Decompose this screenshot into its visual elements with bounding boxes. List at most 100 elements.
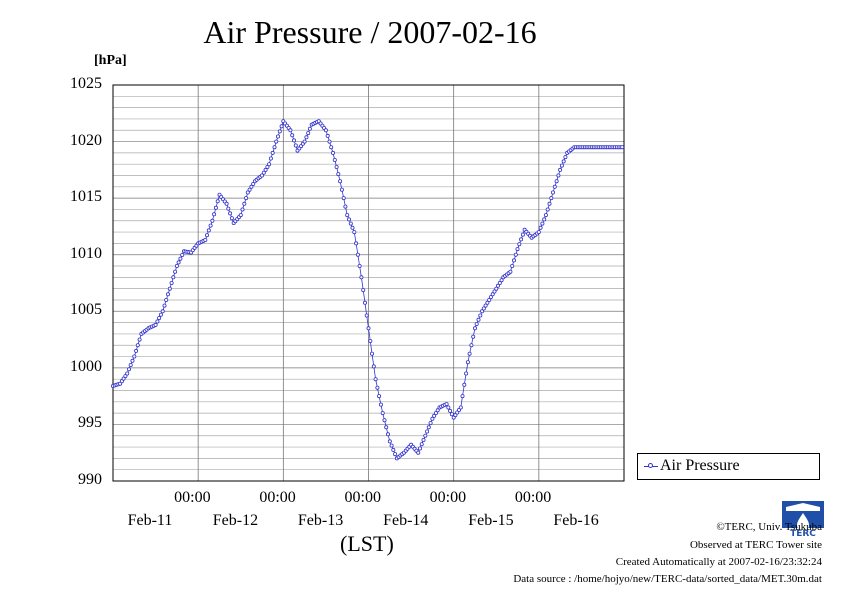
data-point <box>469 343 474 348</box>
grid-lines <box>113 85 624 481</box>
data-point <box>540 221 545 226</box>
data-point <box>428 420 433 425</box>
data-point <box>213 205 218 210</box>
terc-logo-icon: TERC <box>782 501 824 537</box>
data-point <box>127 367 132 372</box>
data-point <box>304 135 309 140</box>
data-point <box>171 275 176 280</box>
data-point <box>472 326 477 331</box>
data-point <box>449 412 454 417</box>
data-point <box>382 418 387 423</box>
data-point <box>543 213 548 218</box>
footer-source: Data source : /home/hojyo/new/TERC-data/… <box>513 573 822 585</box>
data-point <box>249 184 254 189</box>
y-tick-label: 995 <box>78 414 102 432</box>
data-point <box>277 129 282 134</box>
data-point <box>368 338 373 343</box>
data-point <box>460 394 465 399</box>
data-point <box>556 173 561 178</box>
data-point <box>371 364 376 369</box>
data-point <box>490 292 495 297</box>
data-point <box>203 237 208 242</box>
data-point <box>380 411 385 416</box>
logo-text: TERC <box>790 529 816 537</box>
data-point <box>497 280 502 285</box>
data-point <box>226 206 231 211</box>
data-point <box>167 286 172 291</box>
data-point <box>327 139 332 144</box>
data-point <box>336 172 341 177</box>
data-point <box>123 374 128 379</box>
data-point <box>247 187 252 192</box>
data-point <box>162 303 167 308</box>
data-point <box>204 233 209 238</box>
data-point <box>176 260 181 265</box>
legend: Air Pressure <box>637 453 820 480</box>
y-tick-label: 1005 <box>70 301 102 319</box>
data-point <box>350 225 355 230</box>
data-point <box>329 145 334 150</box>
data-point <box>375 385 380 390</box>
footer-copyright: ©TERC, Univ. Tsukuba <box>716 521 822 533</box>
data-point <box>488 295 493 300</box>
data-point <box>378 402 383 407</box>
legend-label: Air Pressure <box>660 457 740 474</box>
data-point <box>279 124 284 129</box>
data-point <box>251 181 256 186</box>
data-point <box>134 348 139 353</box>
data-point <box>492 289 497 294</box>
data-point <box>487 297 492 302</box>
data-point <box>389 443 394 448</box>
data-point <box>259 173 264 178</box>
data-point <box>330 150 335 155</box>
series-air-pressure <box>111 119 625 461</box>
data-point <box>563 155 568 160</box>
data-point <box>499 278 504 283</box>
data-point <box>274 139 279 144</box>
y-tick-label: 990 <box>78 471 102 488</box>
data-point <box>290 133 295 138</box>
legend-marker-icon <box>648 463 653 468</box>
data-point <box>433 411 438 416</box>
x-day-tick-label: Feb-13 <box>297 512 344 529</box>
chart-title: Air Pressure / 2007-02-16 <box>203 14 537 50</box>
data-point <box>288 128 293 133</box>
data-point <box>512 258 517 263</box>
data-point <box>229 216 234 221</box>
data-point <box>421 437 426 442</box>
data-point <box>228 211 233 216</box>
data-point <box>552 184 557 189</box>
data-point <box>517 242 522 247</box>
data-point <box>559 163 564 168</box>
data-point <box>155 319 160 324</box>
data-point <box>462 382 467 387</box>
y-tick-label: 1010 <box>70 244 102 262</box>
x-time-tick-label: 00:00 <box>514 489 552 506</box>
data-point <box>519 237 524 242</box>
data-point <box>494 286 499 291</box>
data-point <box>432 413 437 418</box>
x-axis-label: (LST) <box>340 531 394 556</box>
data-point <box>160 309 165 314</box>
x-day-tick-label: Feb-12 <box>212 512 259 529</box>
x-time-tick-label: 00:00 <box>259 489 296 506</box>
data-point <box>341 196 346 201</box>
data-point <box>430 416 435 421</box>
data-point <box>393 452 398 457</box>
data-point <box>224 201 229 206</box>
data-point <box>272 145 277 150</box>
data-point <box>206 228 211 233</box>
data-point <box>293 143 298 148</box>
data-point <box>302 139 307 144</box>
data-point <box>547 201 552 206</box>
data-point <box>215 199 220 204</box>
data-point <box>135 343 140 348</box>
data-point <box>423 433 428 438</box>
data-point <box>425 429 430 434</box>
y-tick-label: 1025 <box>70 75 102 92</box>
data-point <box>448 408 453 413</box>
data-point <box>307 126 312 131</box>
data-point <box>485 300 490 305</box>
data-point <box>419 442 424 447</box>
